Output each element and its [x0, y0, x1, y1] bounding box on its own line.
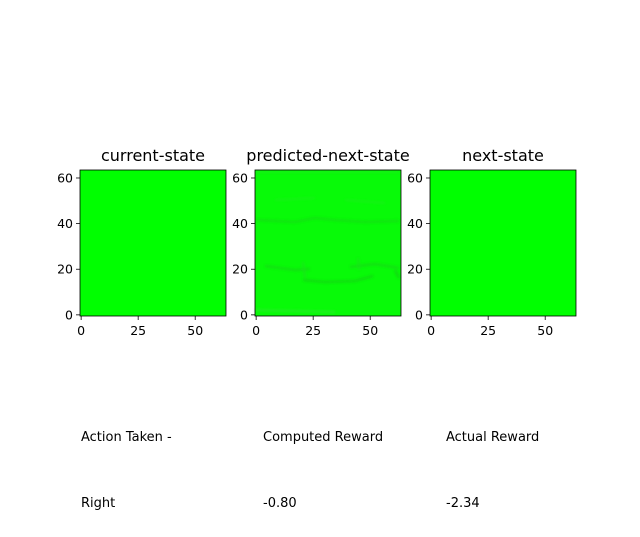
state-image [80, 170, 226, 316]
axes-frame [429, 169, 577, 317]
y-tick-label: 20 [232, 262, 248, 277]
computed-reward-value: -0.80 [263, 496, 297, 511]
panel-title: predicted-next-state [246, 146, 409, 165]
actual-reward-info: Actual Reward -2.34 [446, 383, 539, 537]
y-tick-label: 0 [415, 307, 423, 322]
axes-frame [254, 169, 402, 317]
y-tick-label: 60 [57, 170, 73, 185]
tick-group: 0 25 50 0 20 40 60 [232, 170, 378, 338]
y-tick-label: 60 [407, 170, 423, 185]
tick-group: 0 25 50 0 20 40 60 [407, 170, 553, 338]
state-image [430, 170, 576, 316]
y-tick-label: 60 [232, 170, 248, 185]
panel-predicted-next-state: predicted-next-state 0 25 50 0 20 40 60 [232, 146, 410, 338]
x-tick-label: 50 [362, 323, 378, 338]
y-tick-label: 0 [65, 307, 73, 322]
actual-reward-value: -2.34 [446, 496, 480, 511]
panel-next-state: next-state 0 25 50 0 20 40 60 [407, 146, 577, 338]
x-tick-label: 50 [187, 323, 203, 338]
computed-reward-info: Computed Reward -0.80 [263, 383, 383, 537]
tick-group: 0 25 50 0 20 40 60 [57, 170, 203, 338]
x-tick-label: 0 [427, 323, 435, 338]
x-tick-label: 0 [77, 323, 85, 338]
y-tick-label: 40 [232, 216, 248, 231]
action-label: Action Taken - [81, 430, 172, 445]
x-tick-label: 25 [480, 323, 496, 338]
action-info: Action Taken - Right [81, 383, 172, 537]
y-tick-label: 40 [407, 216, 423, 231]
actual-reward-label: Actual Reward [446, 430, 540, 445]
figure: current-state 0 25 50 0 20 40 60 predicted-nex… [57, 146, 577, 338]
x-tick-label: 50 [537, 323, 553, 338]
x-tick-label: 25 [305, 323, 321, 338]
action-value: Right [81, 496, 116, 511]
x-tick-label: 25 [130, 323, 146, 338]
x-tick-label: 0 [252, 323, 260, 338]
panel-title: current-state [101, 146, 205, 165]
y-tick-label: 0 [240, 307, 248, 322]
computed-reward-label: Computed Reward [263, 430, 384, 445]
panel-title: next-state [462, 146, 544, 165]
y-tick-label: 20 [407, 262, 423, 277]
panel-current-state: current-state 0 25 50 0 20 40 60 [57, 146, 227, 338]
prediction-artifacts [254, 171, 400, 313]
state-image [255, 170, 401, 316]
axes-frame [79, 169, 227, 317]
y-tick-label: 40 [57, 216, 73, 231]
y-tick-label: 20 [57, 262, 73, 277]
